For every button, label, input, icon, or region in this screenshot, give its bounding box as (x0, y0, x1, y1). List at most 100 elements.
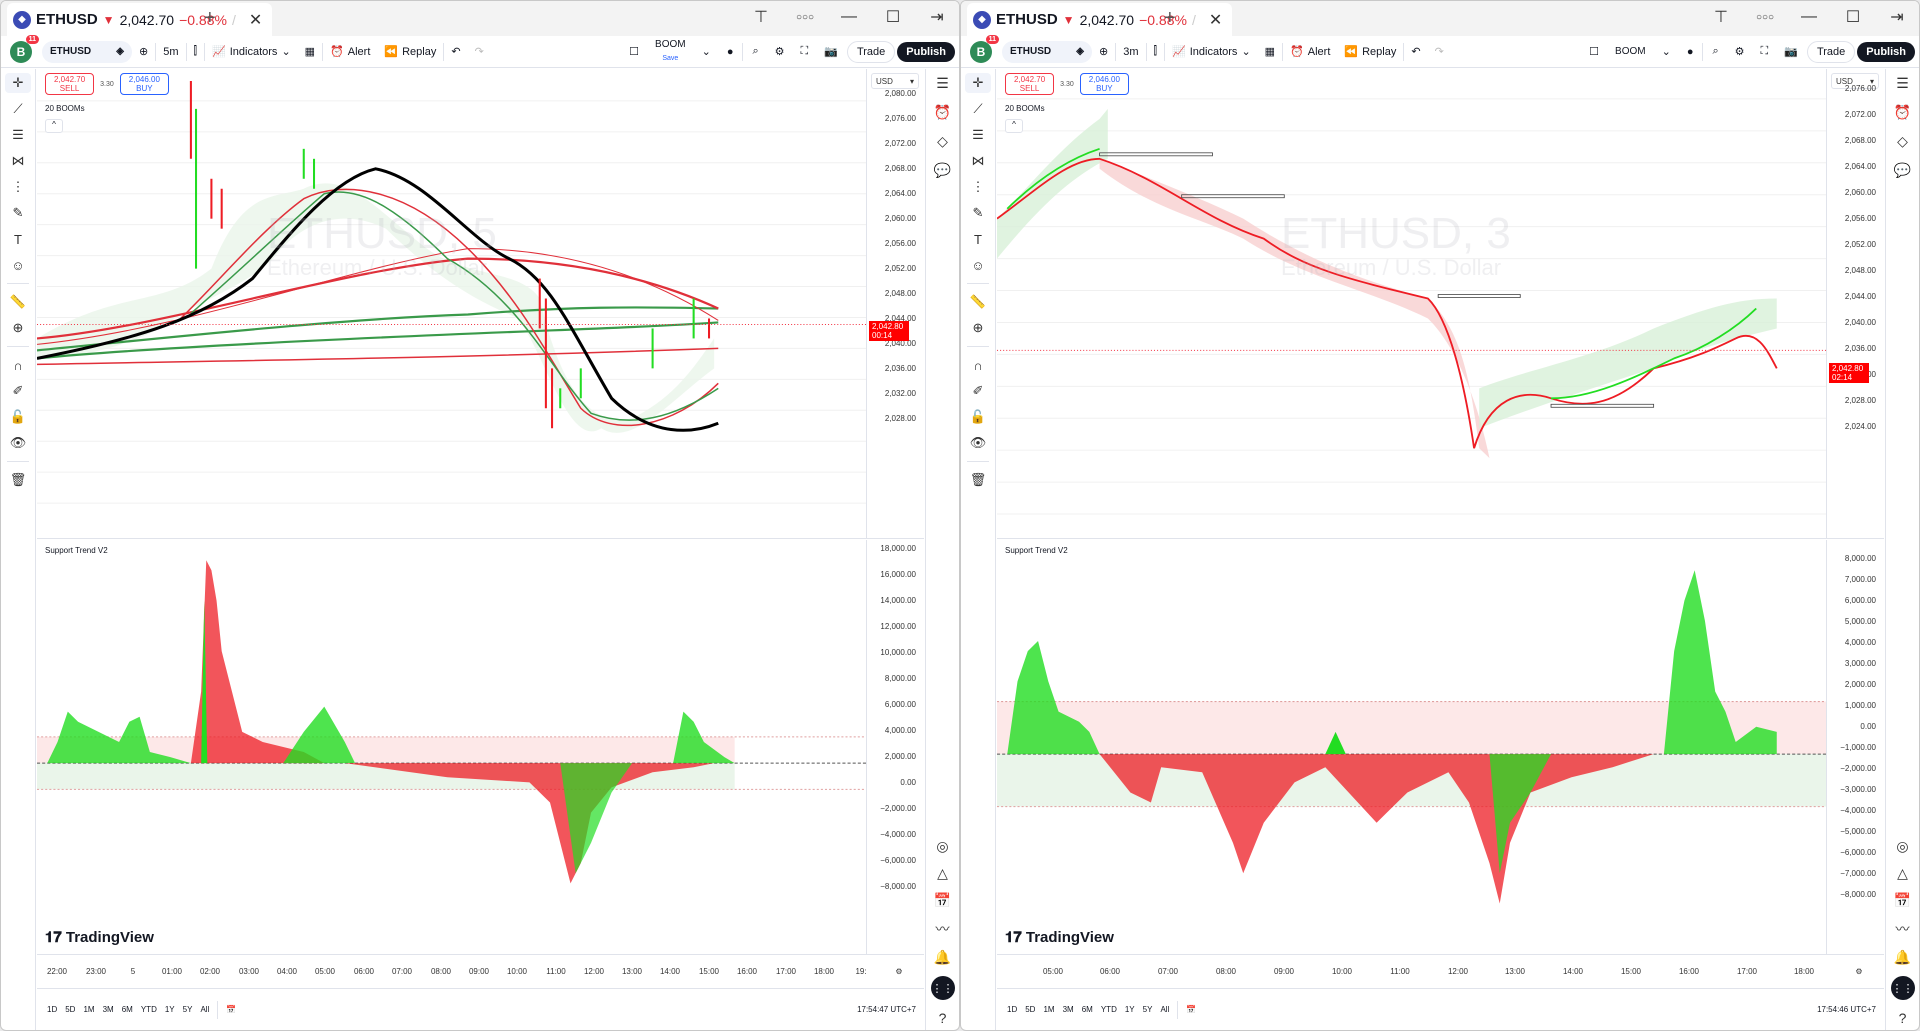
price-plot[interactable]: 2,042.70 SELL 3.30 2,046.00 BUY 20 BOOMs ^… (997, 69, 1826, 538)
help-icon[interactable]: ? (1898, 1010, 1907, 1026)
range-all[interactable]: All (1160, 1005, 1170, 1014)
range-6m[interactable]: 6M (1081, 1005, 1093, 1014)
calendar-icon[interactable]: 📅 (1893, 892, 1912, 908)
symbol-tab[interactable]: ◆ ETHUSD ▼ 2,042.70 −0.88% / ✕ (967, 3, 1233, 36)
trade-button[interactable]: Trade (1806, 40, 1856, 63)
zoom-in-icon[interactable]: ⊕ (972, 320, 984, 335)
settings-icon[interactable]: ⚙ (774, 46, 785, 58)
indicator-title[interactable]: Support Trend V2 (1005, 546, 1068, 555)
layout-name-button[interactable]: BOOM (1608, 46, 1653, 57)
currency-select[interactable]: USD ▾ (871, 73, 919, 89)
crosshair-icon[interactable]: ✛ (5, 73, 31, 93)
watchlist-icon[interactable]: ☰ (936, 75, 949, 91)
time-axis[interactable]: 22:00 23:00 5 01:00 02:00 03:00 04:00 05… (37, 954, 924, 988)
price-pane[interactable]: 2,042.70 SELL 3.30 2,046.00 BUY 20 BOOMs ^… (997, 69, 1884, 539)
collapse-legend-button[interactable]: ^ (1005, 119, 1023, 133)
templates-icon[interactable]: ▦ (304, 46, 316, 58)
range-1y[interactable]: 1Y (1124, 1005, 1135, 1014)
chat-icon[interactable]: 💬 (933, 162, 952, 178)
ideas-icon[interactable]: △ (937, 865, 948, 881)
quick-search-icon[interactable]: ⌕ (752, 45, 759, 57)
maximize-icon[interactable]: ☐ (885, 9, 901, 26)
trend-line-icon[interactable]: ⟋ (13, 101, 23, 116)
layout-menu-icon[interactable]: ● (1686, 45, 1694, 58)
sell-button[interactable]: 2,042.70 SELL (45, 73, 95, 95)
avatar[interactable]: B 11 (970, 34, 999, 63)
lock-drawing-icon[interactable]: ✐ (972, 383, 984, 398)
notifications-bell-icon[interactable]: 🔔 (1893, 949, 1912, 965)
new-tab-icon[interactable]: + (1164, 7, 1176, 29)
select-layout-checkbox-icon[interactable]: ☐ (1589, 46, 1600, 58)
exit-icon[interactable]: ⇥ (930, 9, 944, 26)
axis-settings-icon[interactable]: ⚙ (1855, 967, 1863, 976)
indicator-legend[interactable]: 20 BOOMs (1005, 104, 1045, 113)
redo-icon[interactable]: ↷ (474, 46, 484, 58)
layout-chevron-icon[interactable]: ⌄ (1661, 46, 1671, 58)
indicator-plot[interactable]: Support Trend V2 𝟏𝟕 TradingView (997, 540, 1826, 954)
settings-icon[interactable]: ⚙ (1734, 46, 1745, 58)
symbol-search[interactable]: ETHUSD ◈ (42, 40, 132, 63)
lock-icon[interactable]: 🔓 (9, 409, 27, 424)
price-pane[interactable]: 2,042.70 SELL 3.30 2,046.00 BUY 20 BOOMs ^… (37, 69, 924, 539)
alarm-clock-icon[interactable]: ⏰ (1893, 104, 1912, 120)
price-plot[interactable]: 2,042.70 SELL 3.30 2,046.00 BUY 20 BOOMs ^… (37, 69, 866, 538)
currency-select[interactable]: USD ▾ (1831, 73, 1879, 89)
camera-icon[interactable]: 📷 (1784, 46, 1798, 58)
news-feed-icon[interactable]: 〰 (935, 921, 950, 937)
zoom-in-icon[interactable]: ⊕ (12, 320, 24, 335)
minimize-icon[interactable]: — (1801, 8, 1817, 25)
more-icon[interactable]: ○○○ (1755, 11, 1775, 23)
pattern-icon[interactable]: ⋈ (971, 153, 985, 168)
range-1m[interactable]: 1M (83, 1005, 95, 1014)
magnet-icon[interactable]: ∩ (13, 357, 23, 373)
hide-icon[interactable]: 👁 (969, 435, 987, 450)
interval-button[interactable]: 5m (163, 45, 179, 58)
go-to-date-icon[interactable]: 📅 (226, 1005, 237, 1014)
alarm-clock-icon[interactable]: ⏰ (933, 104, 952, 120)
lock-icon[interactable]: 🔓 (969, 409, 987, 424)
close-tab-icon[interactable]: ✕ (1208, 11, 1223, 29)
symbol-search[interactable]: ETHUSD ◈ (1002, 40, 1092, 63)
avatar[interactable]: B 11 (10, 34, 39, 63)
buy-button[interactable]: 2,046.00 BUY (119, 73, 169, 95)
publish-button[interactable]: Publish (897, 41, 955, 62)
templates-icon[interactable]: ▦ (1264, 46, 1276, 58)
layers-icon[interactable]: ◇ (1897, 133, 1908, 149)
trash-icon[interactable]: 🗑 (9, 472, 27, 487)
time-axis[interactable]: 05:00 06:00 07:00 08:00 09:00 10:00 11:0… (997, 954, 1884, 988)
emoji-icon[interactable]: ☺ (11, 257, 25, 273)
brush-icon[interactable]: ✎ (12, 205, 24, 220)
undo-icon[interactable]: ↶ (1411, 46, 1421, 58)
replay-button[interactable]: ⏪ Replay (1337, 45, 1403, 59)
tradingview-logo[interactable]: 𝟏𝟕 TradingView (45, 929, 154, 946)
fib-lines-icon[interactable]: ☰ (972, 127, 984, 142)
layout-name-button[interactable]: BOOM Save (648, 39, 693, 64)
hide-icon[interactable]: 👁 (9, 435, 27, 450)
pattern-icon[interactable]: ⋈ (11, 153, 25, 168)
range-5y[interactable]: 5Y (1142, 1005, 1153, 1014)
chat-icon[interactable]: 💬 (1893, 162, 1912, 178)
indicator-axis[interactable]: 18,000.00 16,000.00 14,000.00 12,000.00 … (866, 540, 924, 954)
buy-button[interactable]: 2,046.00 BUY (1079, 73, 1129, 95)
calendar-icon[interactable]: 📅 (933, 892, 952, 908)
brush-icon[interactable]: ✎ (972, 205, 984, 220)
chevron-down-icon[interactable]: ⌄ (1241, 46, 1251, 58)
indicator-axis[interactable]: 8,000.00 7,000.00 6,000.00 5,000.00 4,00… (1826, 540, 1884, 954)
indicators-button[interactable]: 📈 Indicators ⌄ (1165, 45, 1258, 59)
new-tab-icon[interactable]: + (204, 7, 216, 29)
symbol-tab[interactable]: ◆ ETHUSD ▼ 2,042.70 −0.88% / ✕ (7, 3, 273, 36)
candles-icon[interactable]: ⫿ (1153, 45, 1158, 57)
emoji-icon[interactable]: ☺ (971, 257, 985, 273)
indicator-title[interactable]: Support Trend V2 (45, 546, 108, 555)
ruler-icon[interactable]: 📏 (969, 294, 987, 309)
indicator-plot[interactable]: Support Trend V2 𝟏𝟕 TradingView (37, 540, 866, 954)
layout-menu-icon[interactable]: ● (726, 45, 734, 58)
layers-icon[interactable]: ◇ (937, 133, 948, 149)
range-1y[interactable]: 1Y (164, 1005, 175, 1014)
crosshair-icon[interactable]: ✛ (965, 73, 991, 93)
range-5d[interactable]: 5D (65, 1005, 76, 1014)
fib-lines-icon[interactable]: ☰ (12, 127, 24, 142)
minimize-icon[interactable]: — (841, 8, 857, 25)
range-all[interactable]: All (200, 1005, 210, 1014)
indicator-legend[interactable]: 20 BOOMs (45, 104, 85, 113)
